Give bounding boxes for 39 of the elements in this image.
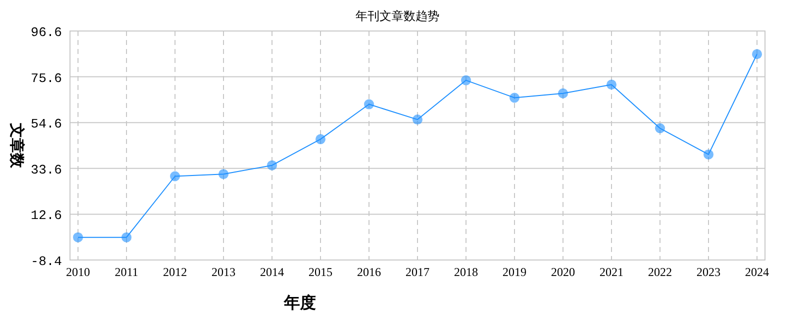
- x-tick-label: 2015: [308, 265, 332, 279]
- y-tick-label: -8.4: [30, 254, 62, 269]
- point: [752, 49, 762, 60]
- x-tick-label: 2014: [260, 265, 284, 279]
- point: [316, 134, 326, 144]
- y-tick-label: 33.6: [30, 162, 62, 178]
- x-tick-label: 2020: [551, 265, 575, 279]
- x-axis-title: 年度: [283, 293, 316, 312]
- x-tick-label: 2011: [114, 265, 138, 279]
- point: [170, 171, 180, 182]
- y-tick-label: 75.6: [30, 70, 62, 86]
- x-tick-label: 2021: [600, 265, 624, 279]
- x-tick-label: 2018: [454, 265, 478, 279]
- x-tick-label: 2017: [406, 265, 430, 279]
- point: [412, 114, 422, 125]
- point: [122, 232, 132, 242]
- x-tick-label: 2022: [648, 265, 672, 279]
- point: [461, 75, 471, 86]
- x-tick-label: 2019: [502, 265, 526, 279]
- point: [218, 169, 228, 180]
- point: [510, 92, 520, 103]
- point: [606, 80, 616, 90]
- chart-title: 年刊文章数趋势: [356, 9, 440, 23]
- point: [655, 123, 665, 134]
- x-tick-label: 2024: [745, 265, 769, 279]
- point: [73, 232, 83, 242]
- y-tick-label: 12.6: [30, 208, 62, 224]
- y-tick-label: 54.6: [30, 116, 62, 132]
- y-tick-label: 96.6: [30, 25, 62, 40]
- x-tick-label: 2016: [357, 265, 381, 279]
- y-axis-title: 文章数: [8, 122, 26, 169]
- point: [267, 160, 277, 170]
- x-tick-label: 2012: [163, 265, 187, 279]
- x-tick-label: 2023: [696, 265, 720, 279]
- x-tick-label: 2010: [66, 265, 90, 279]
- point: [364, 99, 374, 110]
- x-tick-label: 2013: [212, 265, 236, 279]
- point: [704, 149, 714, 160]
- point: [558, 88, 568, 98]
